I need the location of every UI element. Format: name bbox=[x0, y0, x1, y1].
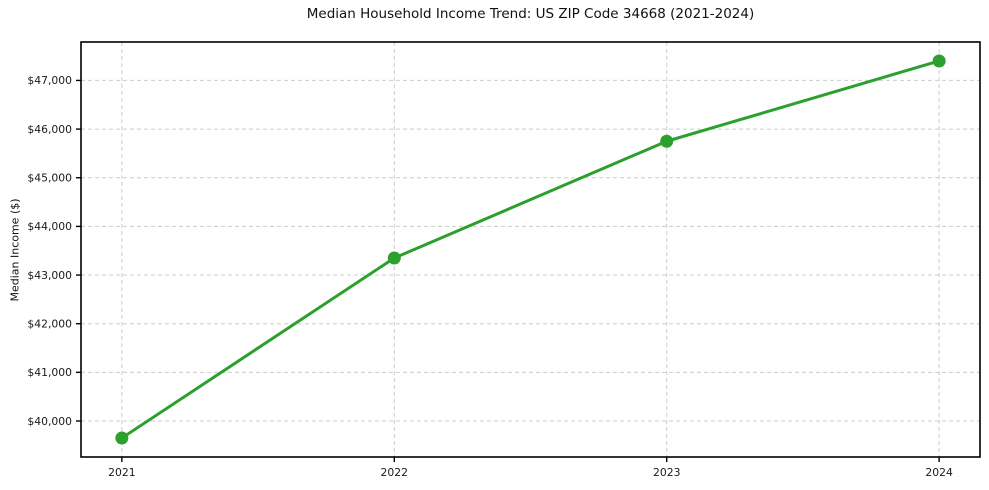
data-point-marker bbox=[387, 251, 401, 265]
data-point-marker bbox=[660, 134, 674, 148]
y-tick-label: $44,000 bbox=[27, 220, 72, 233]
y-tick-label: $46,000 bbox=[27, 123, 72, 136]
data-point-marker bbox=[932, 54, 946, 68]
y-tick-label: $45,000 bbox=[27, 172, 72, 185]
x-tick-label: 2022 bbox=[381, 466, 408, 479]
y-tick-label: $40,000 bbox=[27, 415, 72, 428]
y-tick-label: $41,000 bbox=[27, 366, 72, 379]
trend-line bbox=[120, 59, 941, 440]
x-tick-label: 2024 bbox=[925, 466, 953, 479]
y-tick-label: $47,000 bbox=[27, 74, 72, 87]
x-tick-label: 2023 bbox=[653, 466, 680, 479]
plot-border bbox=[80, 41, 981, 458]
chart-title: Median Household Income Trend: US ZIP Co… bbox=[306, 6, 755, 22]
y-tick-label: $43,000 bbox=[27, 269, 72, 282]
data-point-marker bbox=[115, 431, 129, 445]
y-tick-label: $42,000 bbox=[27, 317, 72, 330]
x-tick-label: 2021 bbox=[108, 466, 135, 479]
